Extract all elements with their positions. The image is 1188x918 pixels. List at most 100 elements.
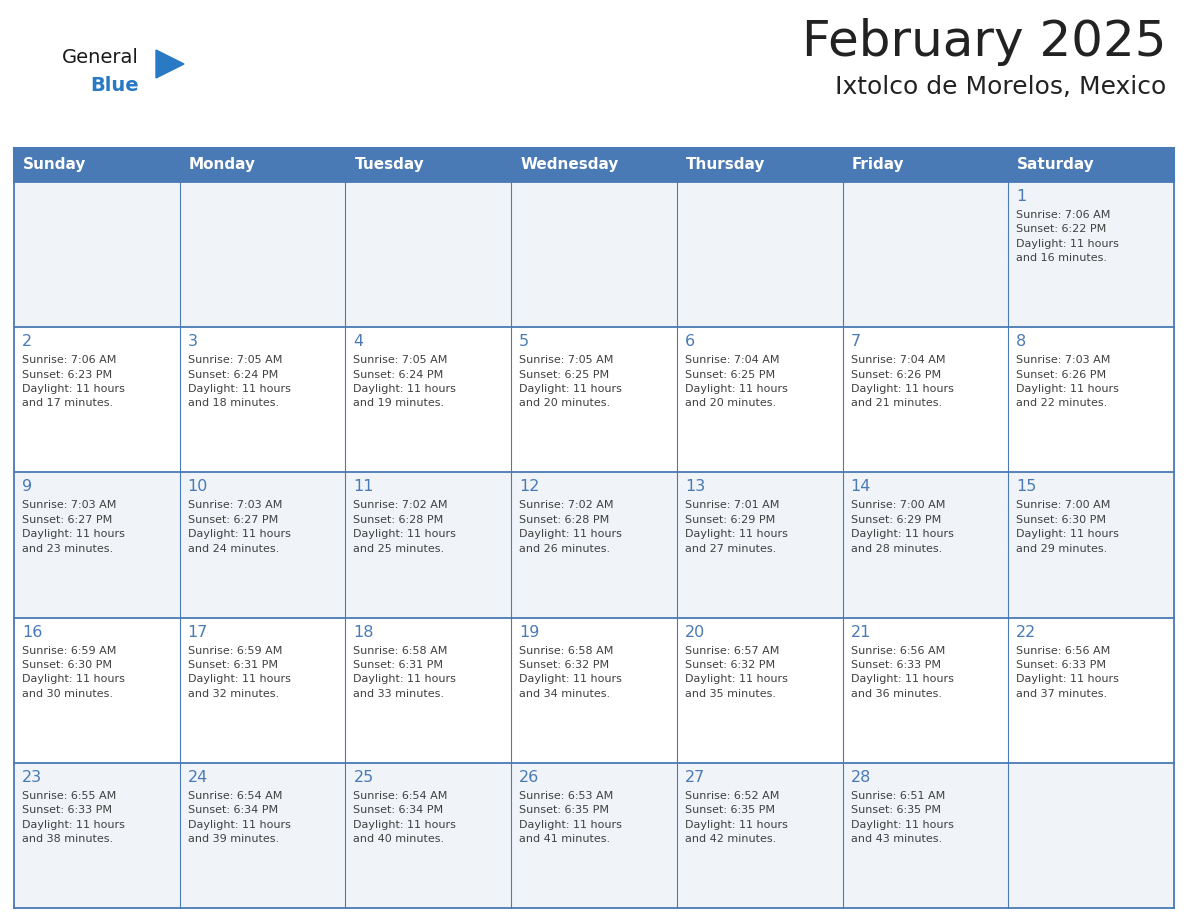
Bar <box>842 618 1009 763</box>
Bar <box>14 182 179 327</box>
Text: Sunrise: 7:02 AM
Sunset: 6:28 PM
Daylight: 11 hours
and 25 minutes.: Sunrise: 7:02 AM Sunset: 6:28 PM Dayligh… <box>353 500 456 554</box>
Text: Sunrise: 6:54 AM
Sunset: 6:34 PM
Daylight: 11 hours
and 40 minutes.: Sunrise: 6:54 AM Sunset: 6:34 PM Dayligh… <box>353 790 456 844</box>
Bar <box>1009 618 1174 763</box>
Text: 6: 6 <box>684 334 695 349</box>
Bar <box>842 148 1009 182</box>
Bar <box>511 182 677 327</box>
Text: 28: 28 <box>851 770 871 785</box>
Text: 4: 4 <box>353 334 364 349</box>
Bar <box>677 763 842 908</box>
Text: 22: 22 <box>1016 624 1037 640</box>
Text: 12: 12 <box>519 479 539 495</box>
Text: 9: 9 <box>23 479 32 495</box>
Text: Sunrise: 7:06 AM
Sunset: 6:22 PM
Daylight: 11 hours
and 16 minutes.: Sunrise: 7:06 AM Sunset: 6:22 PM Dayligh… <box>1016 210 1119 263</box>
Bar <box>1009 763 1174 908</box>
Bar <box>842 182 1009 327</box>
Text: General: General <box>62 48 139 67</box>
Text: Blue: Blue <box>90 76 139 95</box>
Text: Sunrise: 6:51 AM
Sunset: 6:35 PM
Daylight: 11 hours
and 43 minutes.: Sunrise: 6:51 AM Sunset: 6:35 PM Dayligh… <box>851 790 954 844</box>
Text: Sunday: Sunday <box>23 158 87 173</box>
Text: February 2025: February 2025 <box>802 18 1165 66</box>
Bar <box>842 327 1009 473</box>
Bar <box>179 763 346 908</box>
Bar <box>14 148 179 182</box>
Text: Sunrise: 7:00 AM
Sunset: 6:30 PM
Daylight: 11 hours
and 29 minutes.: Sunrise: 7:00 AM Sunset: 6:30 PM Dayligh… <box>1016 500 1119 554</box>
Text: 1: 1 <box>1016 189 1026 204</box>
Bar <box>346 148 511 182</box>
Text: Sunrise: 7:05 AM
Sunset: 6:24 PM
Daylight: 11 hours
and 19 minutes.: Sunrise: 7:05 AM Sunset: 6:24 PM Dayligh… <box>353 355 456 409</box>
Bar <box>346 763 511 908</box>
Text: 26: 26 <box>519 770 539 785</box>
Text: Sunrise: 7:00 AM
Sunset: 6:29 PM
Daylight: 11 hours
and 28 minutes.: Sunrise: 7:00 AM Sunset: 6:29 PM Dayligh… <box>851 500 954 554</box>
Text: Friday: Friday <box>852 158 904 173</box>
Bar <box>1009 473 1174 618</box>
Text: 18: 18 <box>353 624 374 640</box>
Bar <box>14 763 179 908</box>
Bar <box>677 327 842 473</box>
Text: Sunrise: 6:58 AM
Sunset: 6:31 PM
Daylight: 11 hours
and 33 minutes.: Sunrise: 6:58 AM Sunset: 6:31 PM Dayligh… <box>353 645 456 699</box>
Bar <box>842 763 1009 908</box>
Text: Sunrise: 7:05 AM
Sunset: 6:25 PM
Daylight: 11 hours
and 20 minutes.: Sunrise: 7:05 AM Sunset: 6:25 PM Dayligh… <box>519 355 623 409</box>
Bar <box>179 148 346 182</box>
Text: Sunrise: 6:59 AM
Sunset: 6:30 PM
Daylight: 11 hours
and 30 minutes.: Sunrise: 6:59 AM Sunset: 6:30 PM Dayligh… <box>23 645 125 699</box>
Bar <box>1009 148 1174 182</box>
Text: Sunrise: 7:01 AM
Sunset: 6:29 PM
Daylight: 11 hours
and 27 minutes.: Sunrise: 7:01 AM Sunset: 6:29 PM Dayligh… <box>684 500 788 554</box>
Bar <box>511 327 677 473</box>
Bar <box>677 473 842 618</box>
Text: Wednesday: Wednesday <box>520 158 619 173</box>
Text: 25: 25 <box>353 770 374 785</box>
Text: 17: 17 <box>188 624 208 640</box>
Text: 19: 19 <box>519 624 539 640</box>
Bar <box>677 618 842 763</box>
Text: 15: 15 <box>1016 479 1037 495</box>
Text: Sunrise: 6:55 AM
Sunset: 6:33 PM
Daylight: 11 hours
and 38 minutes.: Sunrise: 6:55 AM Sunset: 6:33 PM Dayligh… <box>23 790 125 844</box>
Text: Sunrise: 6:58 AM
Sunset: 6:32 PM
Daylight: 11 hours
and 34 minutes.: Sunrise: 6:58 AM Sunset: 6:32 PM Dayligh… <box>519 645 623 699</box>
Text: 2: 2 <box>23 334 32 349</box>
Text: Sunrise: 7:03 AM
Sunset: 6:26 PM
Daylight: 11 hours
and 22 minutes.: Sunrise: 7:03 AM Sunset: 6:26 PM Dayligh… <box>1016 355 1119 409</box>
Text: Thursday: Thursday <box>685 158 765 173</box>
Text: 10: 10 <box>188 479 208 495</box>
Text: 11: 11 <box>353 479 374 495</box>
Bar <box>179 473 346 618</box>
Text: 23: 23 <box>23 770 42 785</box>
Text: Tuesday: Tuesday <box>354 158 424 173</box>
Text: Sunrise: 6:52 AM
Sunset: 6:35 PM
Daylight: 11 hours
and 42 minutes.: Sunrise: 6:52 AM Sunset: 6:35 PM Dayligh… <box>684 790 788 844</box>
Bar <box>1009 182 1174 327</box>
Text: 16: 16 <box>23 624 43 640</box>
Text: Sunrise: 7:03 AM
Sunset: 6:27 PM
Daylight: 11 hours
and 24 minutes.: Sunrise: 7:03 AM Sunset: 6:27 PM Dayligh… <box>188 500 291 554</box>
Bar <box>179 182 346 327</box>
Text: Sunrise: 7:02 AM
Sunset: 6:28 PM
Daylight: 11 hours
and 26 minutes.: Sunrise: 7:02 AM Sunset: 6:28 PM Dayligh… <box>519 500 623 554</box>
Bar <box>14 327 179 473</box>
Text: 8: 8 <box>1016 334 1026 349</box>
Polygon shape <box>156 50 184 78</box>
Text: 3: 3 <box>188 334 197 349</box>
Text: Sunrise: 6:53 AM
Sunset: 6:35 PM
Daylight: 11 hours
and 41 minutes.: Sunrise: 6:53 AM Sunset: 6:35 PM Dayligh… <box>519 790 623 844</box>
Bar <box>14 148 1174 182</box>
Bar <box>179 327 346 473</box>
Bar <box>1009 327 1174 473</box>
Bar <box>842 473 1009 618</box>
Bar <box>346 618 511 763</box>
Text: Monday: Monday <box>189 158 255 173</box>
Bar <box>511 763 677 908</box>
Bar <box>14 473 179 618</box>
Bar <box>677 148 842 182</box>
Text: 7: 7 <box>851 334 860 349</box>
Text: 27: 27 <box>684 770 706 785</box>
Bar <box>511 148 677 182</box>
Bar <box>179 618 346 763</box>
Bar <box>346 182 511 327</box>
Bar <box>346 473 511 618</box>
Text: Sunrise: 7:04 AM
Sunset: 6:25 PM
Daylight: 11 hours
and 20 minutes.: Sunrise: 7:04 AM Sunset: 6:25 PM Dayligh… <box>684 355 788 409</box>
Text: Saturday: Saturday <box>1017 158 1095 173</box>
Text: 14: 14 <box>851 479 871 495</box>
Text: Sunrise: 7:03 AM
Sunset: 6:27 PM
Daylight: 11 hours
and 23 minutes.: Sunrise: 7:03 AM Sunset: 6:27 PM Dayligh… <box>23 500 125 554</box>
Text: Sunrise: 6:59 AM
Sunset: 6:31 PM
Daylight: 11 hours
and 32 minutes.: Sunrise: 6:59 AM Sunset: 6:31 PM Dayligh… <box>188 645 291 699</box>
Bar <box>677 182 842 327</box>
Bar <box>511 473 677 618</box>
Text: 20: 20 <box>684 624 706 640</box>
Text: 24: 24 <box>188 770 208 785</box>
Text: Sunrise: 7:04 AM
Sunset: 6:26 PM
Daylight: 11 hours
and 21 minutes.: Sunrise: 7:04 AM Sunset: 6:26 PM Dayligh… <box>851 355 954 409</box>
Bar <box>346 327 511 473</box>
Text: Sunrise: 6:54 AM
Sunset: 6:34 PM
Daylight: 11 hours
and 39 minutes.: Sunrise: 6:54 AM Sunset: 6:34 PM Dayligh… <box>188 790 291 844</box>
